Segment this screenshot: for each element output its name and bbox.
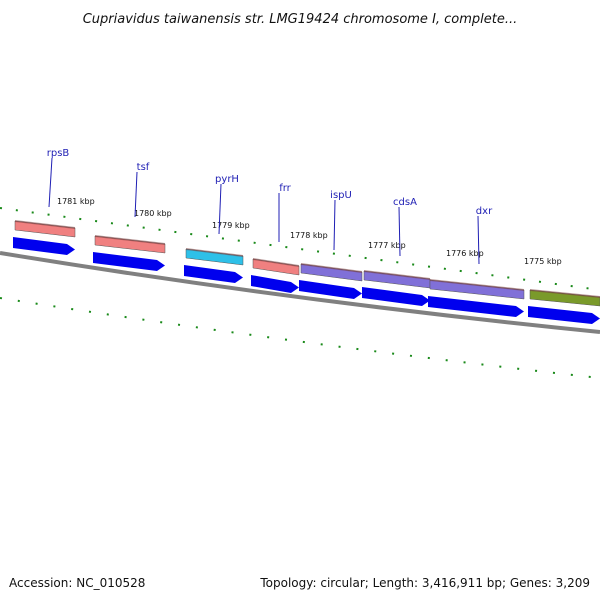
gene-label-line — [333, 199, 336, 251]
cds-arrow[interactable] — [528, 306, 600, 324]
gene-bar[interactable] — [94, 235, 166, 254]
gene-bar-edge — [94, 235, 166, 245]
gene-bar-edge — [185, 248, 244, 257]
summary-text: Topology: circular; Length: 3,416,911 bp… — [259, 576, 590, 590]
cds-arrow[interactable] — [362, 287, 430, 306]
gene-label[interactable]: pyrH — [215, 174, 239, 185]
gene-label-line — [218, 183, 222, 235]
gene-label[interactable]: dxr — [476, 206, 493, 217]
gene-bar-edge — [14, 220, 76, 229]
gene-bars — [14, 220, 600, 307]
gene-bar[interactable] — [363, 270, 431, 289]
gene-bar[interactable] — [14, 220, 76, 238]
gene-label-line — [477, 215, 480, 265]
cds-arrows — [13, 237, 600, 324]
accession-text: Accession: NC_010528 — [9, 576, 145, 590]
backbone — [0, 251, 600, 334]
kbp-tick-label: 1781 kbp — [57, 197, 95, 206]
cds-arrow[interactable] — [13, 237, 75, 255]
cds-arrow[interactable] — [299, 280, 362, 299]
gene-label[interactable]: frr — [279, 183, 291, 194]
kbp-tick-label: 1779 kbp — [212, 221, 250, 230]
map-title: Cupriavidus taiwanensis str. LMG19424 ch… — [83, 12, 518, 27]
gene-bar[interactable] — [252, 258, 300, 276]
outer-tick-ring — [0, 207, 600, 291]
gene-label-line — [398, 206, 401, 257]
cds-arrow[interactable] — [428, 296, 524, 317]
gene-bar-edge — [429, 279, 525, 291]
gene-bar[interactable] — [185, 248, 244, 266]
gene-bar-edge — [252, 258, 300, 267]
kbp-tick-label: 1778 kbp — [290, 231, 328, 240]
gene-label[interactable]: cdsA — [393, 197, 417, 208]
gene-label-line — [134, 171, 138, 218]
kbp-labels: 1781 kbp 1780 kbp 1779 kbp 1778 kbp 1777 kbp… — [57, 197, 562, 266]
gene-label[interactable]: tsf — [137, 162, 150, 173]
gene-label[interactable]: rpsB — [47, 148, 70, 159]
cds-arrow[interactable] — [251, 275, 299, 293]
cds-arrow[interactable] — [184, 265, 243, 283]
gene-bar-edge — [300, 263, 363, 273]
gene-labels: rpsB tsf pyrH frr ispU cdsA dxr — [47, 148, 493, 217]
cds-arrow[interactable] — [93, 252, 165, 271]
kbp-tick-label: 1777 kbp — [368, 241, 406, 250]
gene-bar-edge — [363, 270, 431, 280]
kbp-tick-label: 1776 kbp — [446, 249, 484, 258]
gene-bar[interactable] — [300, 263, 363, 282]
kbp-tick-label: 1775 kbp — [524, 257, 562, 266]
gene-label-line — [48, 157, 53, 208]
gene-label[interactable]: ispU — [330, 190, 352, 201]
gene-bar-edge — [529, 289, 600, 298]
gene-bar[interactable] — [529, 289, 600, 307]
kbp-tick-label: 1780 kbp — [134, 209, 172, 218]
gene-label-lines — [48, 157, 480, 265]
